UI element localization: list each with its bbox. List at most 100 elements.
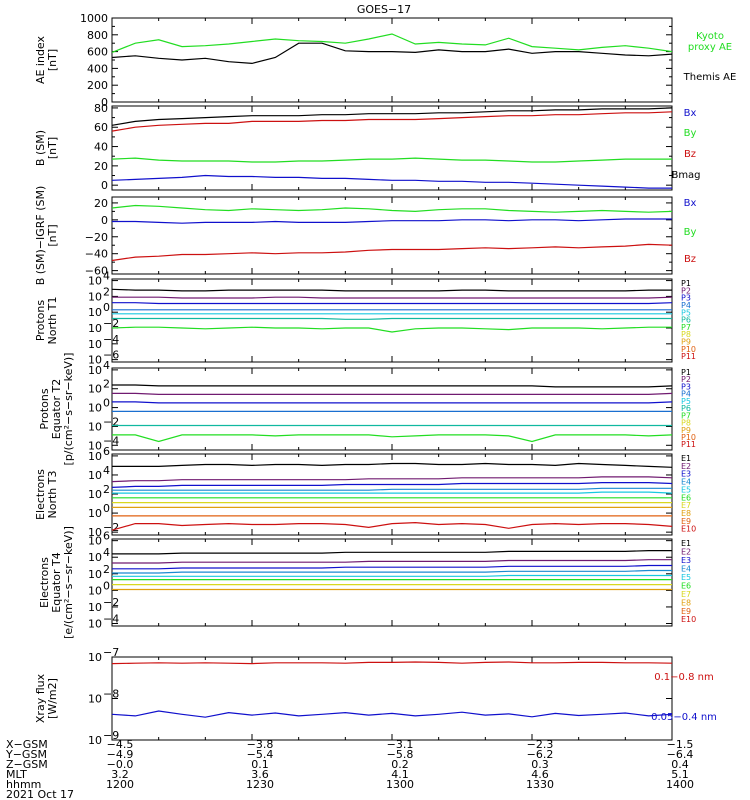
legend-entry-p1: P1 — [681, 279, 691, 288]
y-tick-exponent: −8 — [103, 688, 119, 701]
legend-entry-p9: P9 — [681, 426, 691, 435]
y-tick-exponent: 2 — [103, 563, 110, 576]
series-line-by — [111, 204, 673, 213]
panel-digrf: −60 −40 −20 0 20 B (SM)−IGRF (SM) [nT] Bx By Bz — [34, 186, 696, 286]
legend-entry-p7: P7 — [681, 323, 691, 332]
y-axis-label-line: Equator T2 — [50, 379, 63, 439]
legend-entry-p10: P10 — [681, 345, 696, 354]
y-axis-label-line: AE index — [34, 35, 47, 84]
y-axis-label-line: Equator T4 — [50, 552, 63, 612]
y-tick-label: 10 — [88, 402, 102, 415]
series-line-bx — [111, 174, 672, 189]
legend-entry: Bmag — [671, 170, 700, 181]
series-line-e5 — [112, 574, 672, 577]
legend-entry-p7: P7 — [681, 411, 691, 420]
y-tick-label: 10 — [88, 322, 102, 335]
y-tick-label: 40 — [94, 141, 108, 154]
y-axis-label-line: [nT] — [46, 137, 59, 159]
y-tick-label: 0 — [101, 96, 108, 109]
series-line-0-1-0-8-nm — [111, 661, 673, 665]
y-axis-label: Protons North T1 — [34, 297, 59, 345]
series-line-bz — [111, 111, 673, 132]
legend-entry-e5: E5 — [681, 573, 691, 582]
y-tick-label: 10 — [88, 734, 102, 747]
series-line-themis-ae — [111, 42, 673, 65]
legend-entry-e8: E8 — [681, 509, 691, 518]
y-axis-label: Protons Equator T2 [p/(cm²−s−sr−keV)] — [38, 353, 75, 466]
y-axis-label: Xray flux [W/m2] — [34, 673, 59, 723]
y-tick-label: 10 — [88, 338, 102, 351]
series-line-e3 — [112, 564, 672, 570]
y-tick-label: 0 — [101, 179, 108, 192]
series-line-e4 — [112, 487, 672, 491]
footer-value: −1.5 — [667, 738, 694, 751]
legend-entry-e4: E4 — [681, 564, 691, 573]
legend-entry-e9: E9 — [681, 607, 691, 616]
y-tick-exponent: −4 — [103, 434, 119, 447]
footer-value: 0.2 — [391, 758, 409, 771]
y-tick-label: 60 — [94, 121, 108, 134]
series-line-e4 — [112, 569, 672, 574]
legend-entry: 0.05−0.4 nm — [651, 712, 717, 723]
y-tick-label: 10 — [88, 584, 102, 597]
footer-value: 1400 — [666, 778, 694, 791]
series-line-0-05-0-4-nm — [111, 710, 673, 718]
legend-entry-e7: E7 — [681, 590, 691, 599]
legend-entry-e10: E10 — [681, 615, 696, 624]
series-line-by — [111, 157, 672, 163]
y-axis-label: B (SM)−IGRF (SM) [nT] — [34, 186, 59, 286]
y-tick-label: 10 — [88, 306, 102, 319]
y-tick-label: 10 — [88, 651, 102, 664]
y-tick-label: 600 — [87, 46, 108, 59]
series-line-p3 — [112, 401, 673, 404]
legend-entry-p9: P9 — [681, 338, 691, 347]
y-tick-exponent: −9 — [103, 729, 119, 742]
series-group — [111, 107, 673, 189]
footer-value: 0.3 — [531, 758, 549, 771]
y-tick-label: −20 — [85, 231, 108, 244]
footer-value: −5.4 — [247, 748, 274, 761]
legend-entry-p5: P5 — [681, 397, 691, 406]
series-line-e3 — [111, 482, 673, 488]
footer-value: 3.2 — [111, 768, 129, 781]
y-axis-label-line: [p/(cm²−s−sr−keV)] — [62, 353, 75, 466]
legend-entry: proxy AE — [688, 42, 732, 53]
footer-value: −3.1 — [387, 738, 414, 751]
y-tick-exponent: 4 — [103, 546, 110, 559]
series-line-e10 — [111, 521, 673, 531]
series-line-kyoto-proxy-ae — [111, 33, 673, 53]
y-tick-label: 10 — [88, 420, 102, 433]
y-tick-exponent: −2 — [103, 521, 119, 534]
footer-value: −2.3 — [527, 738, 554, 751]
y-axis-label-line: [W/m2] — [46, 678, 59, 719]
y-tick-exponent: −4 — [103, 333, 119, 346]
y-axis-label-line: Protons — [38, 388, 51, 429]
y-axis-label-line: [nT] — [46, 224, 59, 246]
legend-entry-p3: P3 — [681, 382, 691, 391]
legend-entry-p8: P8 — [681, 419, 691, 428]
series-line-bmag — [111, 107, 673, 126]
footer-row-label: X−GSM — [6, 738, 48, 751]
footer-row-label: MLT — [6, 768, 27, 781]
series-line-p2 — [112, 296, 673, 299]
legend-entry-p2: P2 — [681, 286, 691, 295]
series-line-p7 — [111, 326, 672, 333]
footer-value: 1200 — [106, 778, 134, 791]
footer-value: −6.4 — [667, 748, 694, 761]
legend-entry-e3: E3 — [681, 470, 691, 479]
panel-b: 0 20 40 60 80 B (SM) [nT] Bx By Bz Bmag — [34, 102, 701, 192]
y-tick-exponent: 0 — [103, 502, 110, 515]
plot-frame — [111, 367, 673, 451]
y-axis-label-line: B (SM)−IGRF (SM) — [34, 186, 47, 286]
legend-entry-e7: E7 — [681, 501, 691, 510]
legend-entry: Bx — [684, 198, 697, 209]
y-tick-exponent: 6 — [103, 530, 110, 543]
y-tick-exponent: 0 — [103, 579, 110, 592]
y-tick-label: 10 — [88, 601, 102, 614]
y-tick-exponent: −2 — [103, 596, 119, 609]
legend-entry-e6: E6 — [681, 493, 691, 502]
